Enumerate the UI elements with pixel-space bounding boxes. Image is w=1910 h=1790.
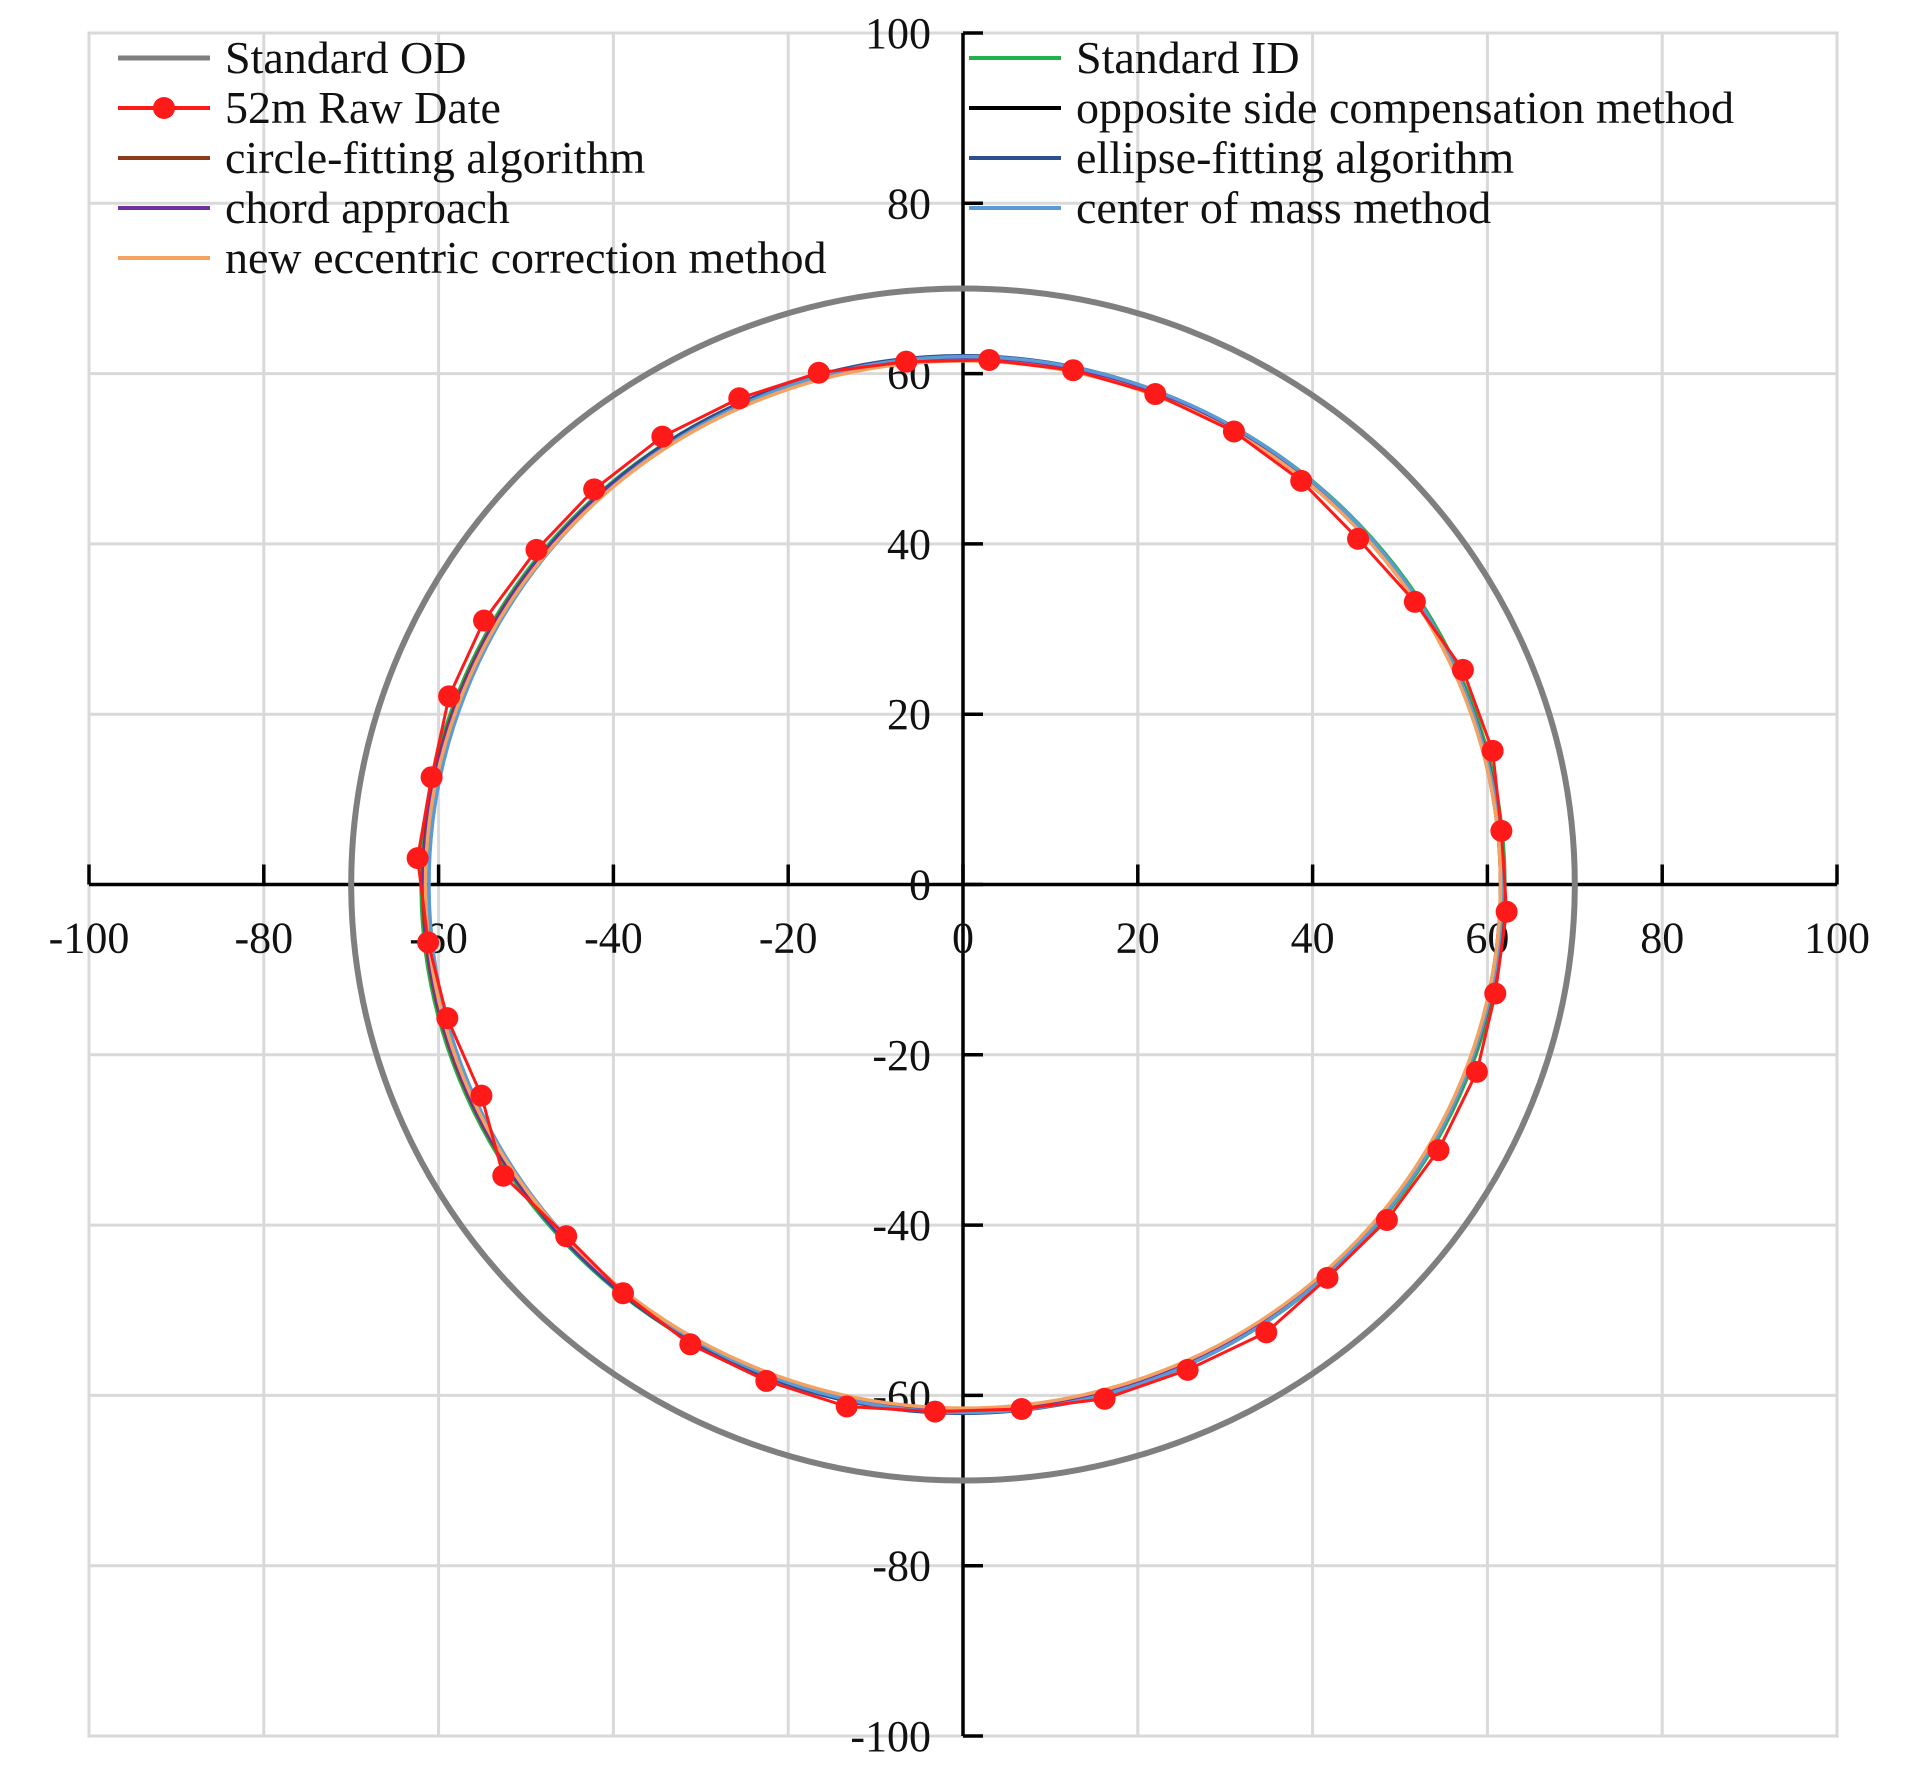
x-tick-label: -20: [759, 914, 818, 963]
data-point: [807, 361, 830, 384]
data-point: [924, 1400, 947, 1423]
y-tick-label: 40: [887, 520, 931, 569]
y-tick-label: -100: [850, 1712, 931, 1761]
data-point: [492, 1164, 515, 1187]
data-point: [525, 538, 548, 561]
legend-label: Standard OD: [225, 32, 466, 83]
data-point: [978, 348, 1001, 371]
data-point: [1144, 383, 1167, 406]
data-point: [417, 931, 440, 954]
legend-label: new eccentric correction method: [225, 232, 827, 283]
data-point: [1495, 900, 1518, 923]
data-point: [1347, 527, 1370, 550]
data-point: [835, 1395, 858, 1418]
data-point: [420, 766, 443, 789]
legend-label: ellipse-fitting algorithm: [1076, 132, 1514, 183]
data-point: [1490, 819, 1513, 842]
x-tick-label: 40: [1291, 914, 1335, 963]
y-tick-label: 80: [887, 179, 931, 228]
data-point: [1484, 982, 1507, 1005]
legend-label: opposite side compensation method: [1076, 82, 1734, 133]
data-point: [1427, 1139, 1450, 1162]
data-point: [1093, 1387, 1116, 1410]
data-point: [651, 425, 674, 448]
data-point: [612, 1282, 635, 1305]
y-tick-label: -20: [872, 1031, 931, 1080]
data-point: [755, 1369, 778, 1392]
data-point: [470, 1084, 493, 1107]
data-point: [895, 350, 918, 373]
data-point: [1062, 359, 1085, 382]
data-point: [555, 1225, 578, 1248]
data-point: [1465, 1060, 1488, 1083]
x-tick-label: 20: [1116, 914, 1160, 963]
legend-label: Standard ID: [1076, 32, 1300, 83]
data-point: [1290, 469, 1313, 492]
x-tick-label: -100: [49, 914, 130, 963]
series-curve: [348, 285, 1578, 1484]
data-point: [583, 478, 606, 501]
series-layer: [348, 285, 1578, 1484]
legend-marker: [153, 97, 175, 119]
data-point: [728, 387, 751, 410]
data-point: [436, 1007, 459, 1030]
data-point: [1222, 420, 1245, 443]
data-point: [438, 685, 461, 708]
data-point: [1316, 1266, 1339, 1289]
data-point: [1403, 590, 1426, 613]
y-tick-label: -80: [872, 1542, 931, 1591]
x-tick-label: 100: [1804, 914, 1870, 963]
legend-label: center of mass method: [1076, 182, 1491, 233]
y-tick-label: -40: [872, 1201, 931, 1250]
data-point: [406, 847, 429, 870]
data-point: [473, 609, 496, 632]
data-point: [1176, 1358, 1199, 1381]
data-point: [679, 1333, 702, 1356]
legend-label: circle-fitting algorithm: [225, 132, 645, 183]
x-tick-label: -40: [584, 914, 643, 963]
legend-label: chord approach: [225, 182, 510, 233]
axes: [87, 31, 1839, 1738]
y-tick-label: 0: [909, 861, 931, 910]
x-tick-label: -80: [234, 914, 293, 963]
y-tick-label: 100: [865, 9, 931, 58]
data-point: [1375, 1208, 1398, 1231]
y-tick-label: 20: [887, 690, 931, 739]
data-point: [1255, 1321, 1278, 1344]
data-point: [1481, 739, 1504, 762]
data-point: [1451, 658, 1474, 681]
legend-label: 52m Raw Date: [225, 82, 501, 133]
x-tick-label: 0: [952, 914, 974, 963]
x-tick-label: 80: [1640, 914, 1684, 963]
data-point: [1010, 1398, 1033, 1421]
